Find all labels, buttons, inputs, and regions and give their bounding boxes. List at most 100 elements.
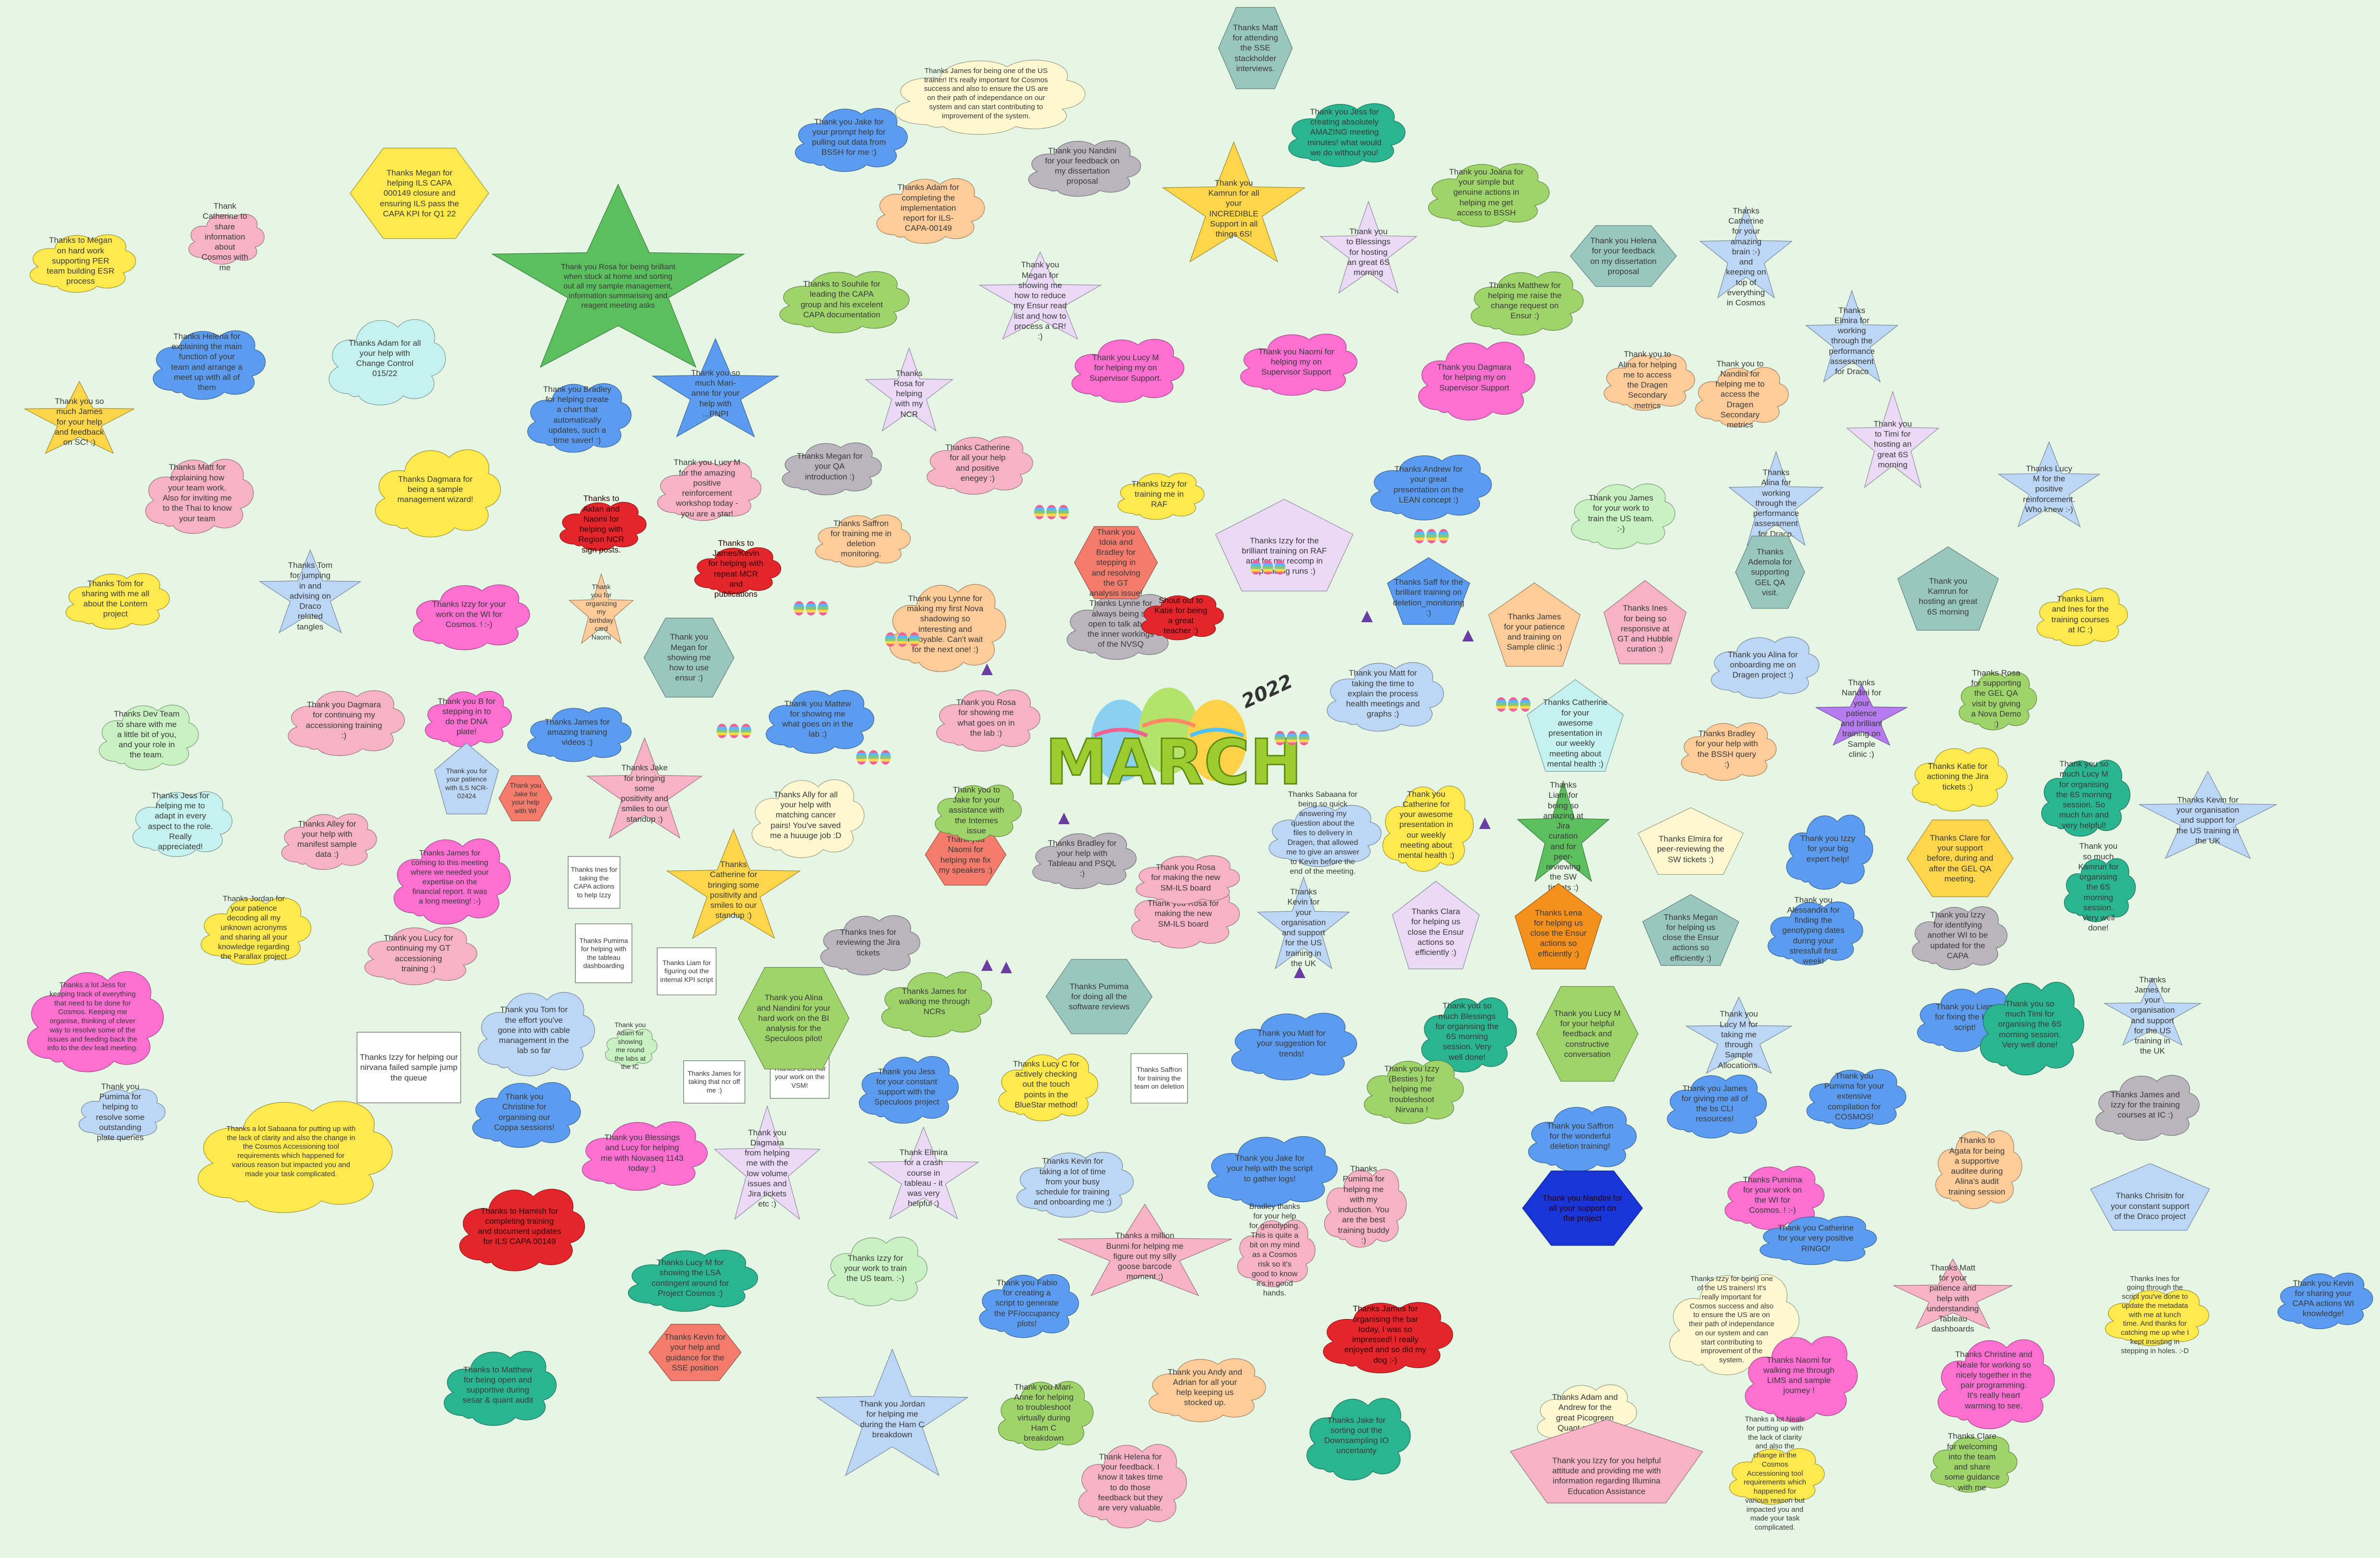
kudos-note-cloud[interactable]: Thank you Catherine for your very positi… (1751, 1207, 1881, 1269)
kudos-note-cloud[interactable]: Thanks Izzy for your work to train the U… (820, 1224, 931, 1313)
kudos-note-cloud[interactable]: Thank you James for giving me all of the… (1659, 1063, 1770, 1144)
kudos-note-cloud[interactable]: Thanks Lucy C for actively checking out … (991, 1041, 1101, 1128)
kudos-note-cloud[interactable]: Thank you Izzy for your big expert help! (1780, 801, 1876, 897)
kudos-note-pent[interactable]: Thanks Izzy for the brilliant training o… (1212, 493, 1356, 599)
kudos-note-cloud[interactable]: Thanks Megan for your QA introduction :) (774, 433, 885, 500)
kudos-note-cloud[interactable]: Thank you Rosa for showing me what goes … (928, 678, 1044, 757)
kudos-note-cloud[interactable]: Thanks Jordan for your patience decoding… (192, 885, 315, 971)
kudos-note-star[interactable]: Thank you Dagmara from helping me with t… (712, 1104, 823, 1229)
kudos-note-hex[interactable]: Thanks Matt for attending the SSE stackh… (1217, 5, 1294, 91)
kudos-note-cloud[interactable]: Thanks Izzy for being one of the US trai… (1659, 1255, 1804, 1385)
kudos-note-star[interactable]: Thank you Jordan for helping me during t… (813, 1346, 972, 1486)
kudos-note-hex[interactable]: Thank you Megan for showing me how to us… (642, 616, 736, 700)
kudos-note-cloud[interactable]: Thanks Liam and Ines for the training co… (2030, 577, 2131, 652)
kudos-note-cloud[interactable]: Thanks Pumima for your work on the WI fo… (1717, 1154, 1828, 1236)
kudos-note-star[interactable]: Thanks Kevin for your organisation and s… (1255, 875, 1352, 976)
kudos-note-cloud[interactable]: Thank you so much Lucy M for organising … (2035, 745, 2133, 844)
kudos-note-cloud[interactable]: Thank you Lucy M for the amazing positiv… (649, 450, 765, 527)
kudos-note-star[interactable]: Thanks Lucy M for the positive reinforce… (1996, 440, 2102, 534)
kudos-note-cloud[interactable]: Thanks Jake for sorting out the Downsamp… (1299, 1382, 1414, 1488)
kudos-note-cloud[interactable]: Thank you Mari-Anne for helping to troub… (991, 1368, 1097, 1457)
kudos-note-star[interactable]: Thanks Catherine for bringing some posit… (664, 827, 803, 947)
kudos-note-cloud[interactable]: Thank you Blessings and Lucy for helping… (572, 1108, 712, 1197)
kudos-note-cloud[interactable]: Thank you Adam for showing me round the … (601, 1021, 659, 1070)
kudos-note-hex[interactable]: Thank you Helena for your feedback on my… (1568, 224, 1679, 289)
kudos-note-rect[interactable]: Thanks Liam for figuring out the interna… (657, 947, 717, 995)
kudos-note-cloud[interactable]: Thanks to Aidan and Naomi for helping wi… (553, 493, 649, 555)
kudos-note-hex[interactable]: Thanks Kevin for your help and guidance … (647, 1322, 743, 1382)
kudos-note-cloud[interactable]: Thanks Katie for actioning the Jira tick… (1905, 736, 2011, 817)
kudos-note-star[interactable]: Thank you Rosa for being brilliant when … (486, 180, 750, 382)
kudos-note-cloud[interactable]: Thanks Bradley for your help with Tablea… (1025, 822, 1140, 894)
kudos-note-star[interactable]: Thank you for organizing my birthday car… (568, 572, 635, 649)
kudos-note-pent[interactable]: Thanks Clara for helping us close the En… (1390, 875, 1481, 976)
kudos-note-cloud[interactable]: Thank Catherine to share information abo… (183, 201, 267, 272)
kudos-note-cloud[interactable]: Thank you B for stepping in to do the DN… (418, 680, 515, 753)
kudos-note-pent[interactable]: Thank you Kamrun for hosting an great 6S… (1895, 541, 2001, 637)
kudos-note-cloud[interactable]: Thank you Izzy for identifying another W… (1905, 894, 2011, 976)
kudos-note-pent[interactable]: Thanks Catherine for your awesome presen… (1525, 673, 1626, 779)
kudos-note-hex[interactable]: Thank you Lucy M for your helpful feedba… (1534, 983, 1640, 1084)
kudos-note-star[interactable]: Thank you to Blessings for hosting an gr… (1318, 200, 1419, 301)
kudos-note-cloud[interactable]: Thanks Ines for reviewing the Jira ticke… (813, 904, 924, 981)
kudos-note-cloud[interactable]: Thanks to Megan on hard work supporting … (22, 224, 139, 298)
kudos-note-star[interactable]: Thanks James for your organisation and s… (2102, 975, 2203, 1055)
kudos-note-cloud[interactable]: Thanks Clare for welcoming into the team… (1924, 1426, 2020, 1498)
kudos-note-cloud[interactable]: Thanks Alley for your help with manifest… (274, 803, 380, 875)
kudos-note-rect[interactable]: Thanks Izzy for helping our nirvana fail… (356, 1031, 462, 1104)
kudos-note-cloud[interactable]: Thanks Adam for completing the implement… (868, 166, 988, 250)
kudos-note-cloud[interactable]: Thanks to Agata for being a supportive a… (1929, 1116, 2025, 1217)
kudos-note-star[interactable]: Thank you Kamrun for all your INCREDIBLE… (1159, 139, 1308, 272)
kudos-note-cloud[interactable]: Thank you so much Kamrun for organising … (2059, 842, 2138, 932)
kudos-note-cloud[interactable]: Thank you Dagmara for helping my on Supe… (1409, 327, 1539, 428)
kudos-note-star[interactable]: Thanks Liam for being so amazing at Jira… (1515, 779, 1611, 892)
kudos-note-cloud[interactable]: Thanks Dev Team to share with me a littl… (91, 692, 202, 777)
kudos-note-cloud[interactable]: Thank you Rosa for making the new SM-ILS… (1128, 846, 1243, 909)
kudos-note-cloud[interactable]: Thank you Jake for your prompt help for … (786, 96, 911, 178)
kudos-note-pent[interactable]: Thanks Saff for the brilliant training o… (1385, 553, 1472, 630)
kudos-note-cloud[interactable]: Thanks a lot Jess for keeping track of e… (17, 952, 168, 1082)
kudos-note-cloud[interactable]: Thanks Christine and Neale for working s… (1929, 1322, 2059, 1438)
kudos-note-rect[interactable]: Thanks Pumima for helping with the table… (575, 923, 633, 983)
kudos-note-cloud[interactable]: Thanks Matthew for helping me raise the … (1462, 260, 1587, 341)
kudos-note-cloud[interactable]: Thank you so much Blessings for organisi… (1414, 983, 1520, 1080)
kudos-note-star[interactable]: Thank you so much Mari-anne for your hel… (649, 337, 782, 445)
kudos-note-cloud[interactable]: Thanks James for being one of the US tra… (880, 46, 1092, 142)
kudos-note-cloud[interactable]: Thank you Jess for creating absolutely A… (1279, 91, 1409, 173)
kudos-note-hex[interactable]: Thanks Megan for helping ILS CAPA 000149… (347, 145, 492, 241)
kudos-note-pent[interactable]: Thanks Chrisitn for your constant suppor… (2088, 1159, 2213, 1236)
kudos-note-star[interactable]: Thanks Rosa for helping with my NCR (863, 346, 955, 438)
kudos-note-cloud[interactable]: Thank you Tom for the effort you've gone… (469, 976, 599, 1084)
kudos-note-hex[interactable]: Thank you Idoia and Bradley for stepping… (1073, 524, 1159, 601)
kudos-note-star[interactable]: Thank you to Timi for hosting an great 6… (1845, 390, 1941, 495)
kudos-note-cloud[interactable]: Thank you Izzy (Besties ) for helping me… (1356, 1048, 1467, 1130)
kudos-note-cloud[interactable]: Thank you Andy and Adrian for all your h… (1140, 1346, 1270, 1428)
kudos-note-cloud[interactable]: Thank you Nandini for your feedback on m… (1020, 130, 1145, 202)
kudos-note-cloud[interactable]: Thanks James for walking me through NCRs (873, 959, 996, 1043)
kudos-note-cloud[interactable]: Thank you Alina for onboarding me on Dra… (1703, 625, 1823, 704)
kudos-note-star[interactable]: Thanks Elmira for working through the pe… (1804, 289, 1900, 390)
kudos-note-hex[interactable]: Thank you Nandini for all your support o… (1520, 1168, 1645, 1248)
kudos-note-pent[interactable]: Thanks Megan for helping us close the En… (1640, 890, 1741, 971)
kudos-note-cloud[interactable]: Thank you Christine for organising our C… (464, 1070, 584, 1154)
kudos-note-rect[interactable]: Thanks Saffron for training the team on … (1130, 1053, 1188, 1104)
kudos-note-cloud[interactable]: Thank you Fabio for creating a script to… (972, 1262, 1082, 1344)
kudos-note-cloud[interactable]: Thanks James for coming to this meeting … (385, 822, 515, 933)
kudos-note-star[interactable]: Thanks Tom for jumping in and advising o… (257, 548, 363, 640)
kudos-note-cloud[interactable]: Thanks Kevin for taking a lot of time fr… (1008, 1140, 1138, 1224)
kudos-note-cloud[interactable]: Thank you Saffron for the wonderful dele… (1520, 1094, 1640, 1178)
kudos-note-cloud[interactable]: Thanks Sabaana for being so quick answer… (1260, 791, 1385, 876)
kudos-note-cloud[interactable]: Thanks Catherine for all your help and p… (919, 426, 1037, 500)
kudos-note-cloud[interactable]: Thank you to Nandini for helping me to a… (1688, 356, 1792, 433)
kudos-note-cloud[interactable]: Thanks Dagmara for being a sample manage… (366, 433, 505, 546)
kudos-note-cloud[interactable]: Thanks James and Izzy for the training c… (2088, 1063, 2203, 1147)
kudos-note-star[interactable]: Thanks a million Bunmi for helping me fi… (1053, 1202, 1236, 1303)
kudos-note-star[interactable]: Thanks Alina for working through the per… (1727, 450, 1825, 553)
kudos-note-cloud[interactable]: Thanks Bradley for your help with the BS… (1674, 712, 1780, 786)
kudos-note-cloud[interactable]: Thank you Naomi for helping my on Superv… (1231, 322, 1361, 402)
kudos-note-cloud[interactable]: Thank Helena for your feedback. I know i… (1070, 1428, 1190, 1536)
kudos-note-star[interactable]: Thanks Jake for bringing some positivity… (584, 736, 705, 846)
kudos-note-cloud[interactable]: Thanks Helena for explaining the main fu… (144, 317, 269, 406)
kudos-note-cloud[interactable]: Thanks to Matthew for being open and sup… (435, 1337, 560, 1433)
kudos-note-cloud[interactable]: Thanks Andrew for your great presentatio… (1361, 442, 1496, 527)
